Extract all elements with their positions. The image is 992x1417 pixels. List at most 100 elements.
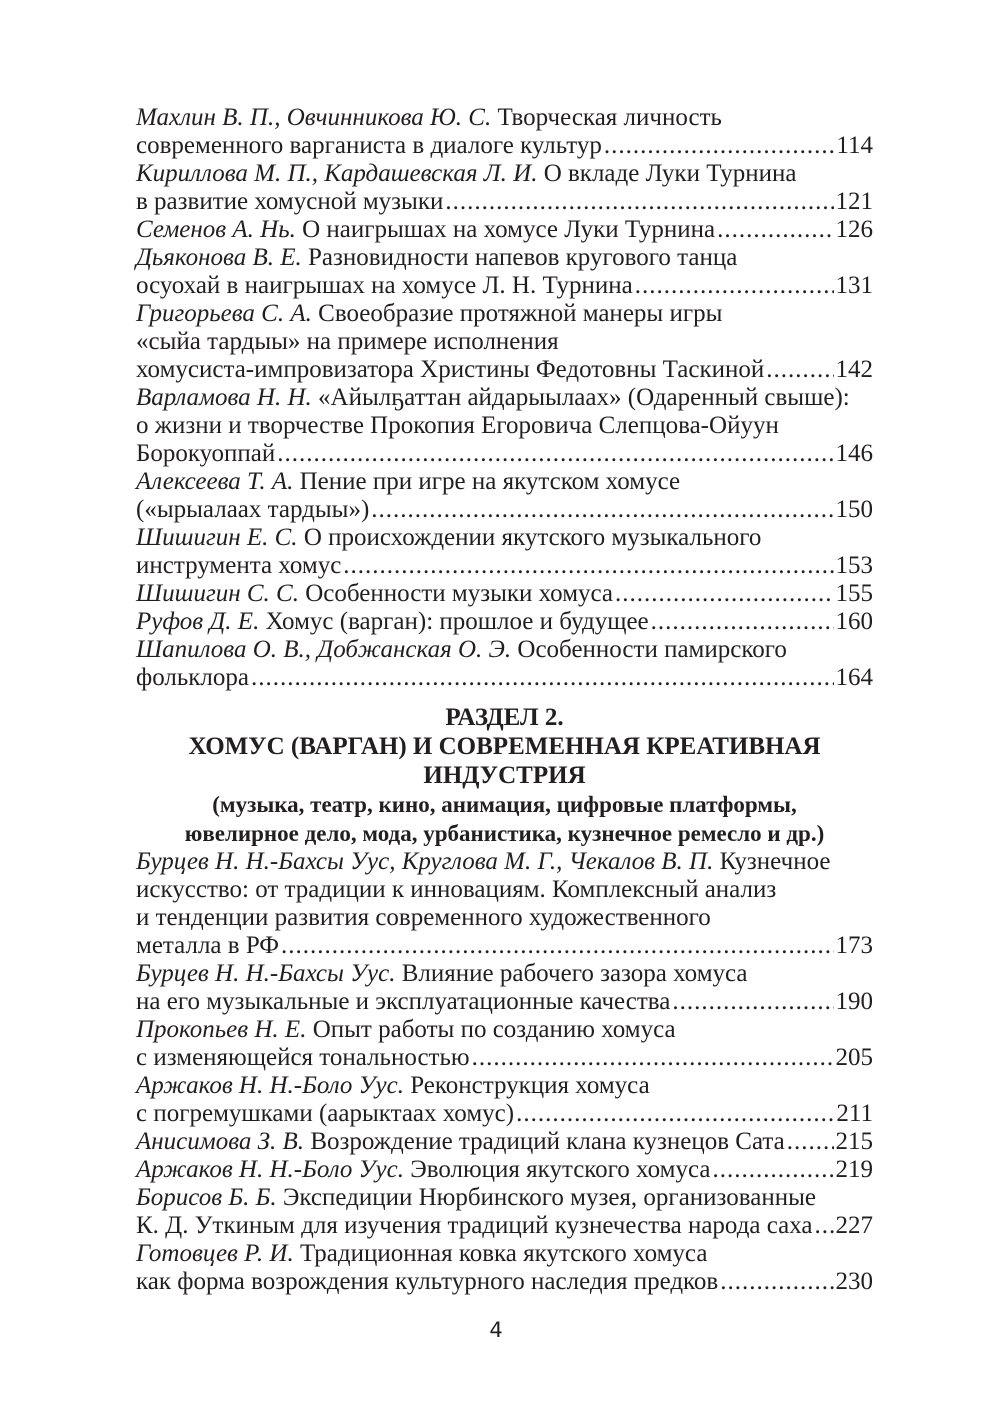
entry-text-line: с погремушками (аарыктаах хомус) bbox=[136, 1100, 514, 1128]
toc-entry-line: Бурцев Н. Н.-Бахсы Уус. Влияние рабочего… bbox=[136, 960, 873, 988]
dot-leader bbox=[766, 356, 833, 384]
entry-text-line: Анисимова З. В. Возрождение традиций кла… bbox=[136, 1128, 785, 1156]
toc-entry-line: Шишигин С. С. Особенности музыки хомуса 1… bbox=[136, 580, 873, 608]
entry-text-line: Аржаков Н. Н.-Боло Уус. Реконструкция хо… bbox=[136, 1072, 650, 1100]
entry-title: Особенности памирского bbox=[517, 636, 787, 663]
entry-text-line: Готовцев Р. И. Традиционная ковка якутск… bbox=[136, 1240, 707, 1268]
dot-leader bbox=[604, 132, 835, 160]
toc-entry[interactable]: Бурцев Н. Н.-Бахсы Уус. Влияние рабочего… bbox=[136, 960, 873, 1016]
toc-entry[interactable]: Бурцев Н. Н.-Бахсы Уус, Круглова М. Г., … bbox=[136, 848, 873, 960]
toc-entry[interactable]: Прокопьев Н. Е. Опыт работы по созданию … bbox=[136, 1016, 873, 1072]
entry-author: Аржаков Н. Н.-Боло Уус. bbox=[136, 1156, 404, 1183]
entry-page-number: 126 bbox=[835, 216, 874, 243]
toc-entry[interactable]: Григорьева С. А. Своеобразие протяжной м… bbox=[136, 300, 873, 384]
entry-title: «сыйа тардыы» на примере исполнения bbox=[136, 328, 559, 355]
toc-entry[interactable]: Руфов Д. Е. Хомус (варган): прошлое и бу… bbox=[136, 608, 873, 636]
dot-leader bbox=[615, 580, 833, 608]
toc-entry[interactable]: Кириллова М. П., Кардашевская Л. И. О вк… bbox=[136, 160, 873, 216]
toc-entry[interactable]: Дьяконова В. Е. Разновидности напевов кр… bbox=[136, 244, 873, 300]
entry-title: с погремушками (аарыктаах хомус) bbox=[136, 1100, 515, 1127]
toc-entry[interactable]: Готовцев Р. И. Традиционная ковка якутск… bbox=[136, 1240, 873, 1296]
entry-text-line: искусство: от традиции к инновациям. Ком… bbox=[136, 876, 776, 904]
toc-part-2: Бурцев Н. Н.-Бахсы Уус, Круглова М. Г., … bbox=[136, 848, 873, 1296]
entry-page-number: 230 bbox=[835, 1268, 874, 1295]
entry-title: Пение при игре на якутском хомусе bbox=[299, 468, 681, 495]
entry-title: с изменяющейся тональностью bbox=[136, 1044, 470, 1071]
toc-entry-line: К. Д. Уткиным для изучения традиций кузн… bbox=[136, 1212, 873, 1240]
toc-entry[interactable]: Аржаков Н. Н.-Боло Уус. Эволюция якутско… bbox=[136, 1156, 873, 1184]
dot-leader bbox=[371, 496, 833, 524]
toc-entry[interactable]: Борисов Б. Б. Экспедиции Нюрбинского муз… bbox=[136, 1184, 873, 1240]
entry-text-line: современного варганиста в диалоге культу… bbox=[136, 132, 602, 160]
entry-text-line: Руфов Д. Е. Хомус (варган): прошлое и бу… bbox=[136, 608, 649, 636]
toc-entry[interactable]: Махлин В. П., Овчинникова Ю. С. Творческ… bbox=[136, 104, 873, 160]
entry-author: Григорьева С. А. bbox=[136, 300, 312, 327]
section-subtitle-line: ювелирное дело, мода, урбанистика, кузне… bbox=[184, 821, 825, 846]
entry-title: Особенности музыки хомуса bbox=[305, 580, 614, 607]
toc-entry[interactable]: Шишигин Е. С. О происхождении якутского … bbox=[136, 524, 873, 580]
entry-author: Шапилова О. В., Добжанская О. Э. bbox=[136, 636, 512, 663]
entry-title: О вкладе Луки Турнина bbox=[543, 160, 797, 187]
toc-entry-line: Руфов Д. Е. Хомус (варган): прошлое и бу… bbox=[136, 608, 873, 636]
entry-text-line: Махлин В. П., Овчинникова Ю. С. Творческ… bbox=[136, 104, 722, 132]
toc-entry[interactable]: Анисимова З. В. Возрождение традиций кла… bbox=[136, 1128, 873, 1156]
entry-text-line: Аржаков Н. Н.-Боло Уус. Эволюция якутско… bbox=[136, 1156, 710, 1184]
entry-author: Шишигин С. С. bbox=[136, 580, 299, 607]
entry-text-line: К. Д. Уткиным для изучения традиций кузн… bbox=[136, 1212, 813, 1240]
toc-entry-line: хомусиста-импровизатора Христины Федотов… bbox=[136, 356, 873, 384]
toc-entry[interactable]: Семенов А. Нь. О наигрышах на хомусе Лук… bbox=[136, 216, 873, 244]
toc-entry[interactable]: Варламова Н. Н. «Айылҕаттан айдарыылаах»… bbox=[136, 384, 873, 468]
toc-entry-line: «сыйа тардыы» на примере исполнения bbox=[136, 328, 873, 356]
dot-leader bbox=[251, 664, 834, 692]
entry-text-line: Борисов Б. Б. Экспедиции Нюрбинского муз… bbox=[136, 1184, 816, 1212]
entry-title: Реконструкция хомуса bbox=[410, 1072, 650, 1099]
entry-page-number: 150 bbox=[835, 496, 874, 523]
toc-entry-line: Шапилова О. В., Добжанская О. Э. Особенн… bbox=[136, 636, 873, 664]
entry-author: Дьяконова В. Е. bbox=[136, 244, 302, 271]
entry-title: искусство: от традиции к инновациям. Ком… bbox=[136, 876, 777, 903]
entry-page-number: 114 bbox=[836, 132, 873, 159]
entry-title: К. Д. Уткиным для изучения традиций кузн… bbox=[136, 1212, 813, 1239]
entry-title: осуохай в наигрышах на хомусе Л. Н. Турн… bbox=[136, 272, 633, 299]
toc-entry-line: Борокуоппай 146 bbox=[136, 440, 873, 468]
toc-entry-line: Варламова Н. Н. «Айылҕаттан айдарыылаах»… bbox=[136, 384, 873, 412]
entry-page-number: 160 bbox=[835, 608, 874, 635]
entry-title: О наигрышах на хомусе Луки Турнина bbox=[302, 216, 716, 243]
entry-page-number: 190 bbox=[835, 988, 874, 1015]
toc-entry-line: инструмента хомус 153 bbox=[136, 552, 873, 580]
entry-author: Бурцев Н. Н.-Бахсы Уус. bbox=[136, 960, 396, 987]
dot-leader bbox=[343, 552, 833, 580]
toc-entry[interactable]: Шапилова О. В., Добжанская О. Э. Особенн… bbox=[136, 636, 873, 692]
toc-entry[interactable]: Аржаков Н. Н.-Боло Уус. Реконструкция хо… bbox=[136, 1072, 873, 1128]
entry-text-line: Кириллова М. П., Кардашевская Л. И. О вк… bbox=[136, 160, 796, 188]
entry-text-line: осуохай в наигрышах на хомусе Л. Н. Турн… bbox=[136, 272, 633, 300]
entry-title: Кузнечное bbox=[719, 848, 831, 875]
entry-title: О происхождении якутского музыкального bbox=[303, 524, 762, 551]
entry-text-line: Шишигин Е. С. О происхождении якутского … bbox=[136, 524, 761, 552]
entry-text-line: Дьяконова В. Е. Разновидности напевов кр… bbox=[136, 244, 737, 272]
entry-text-line: с изменяющейся тональностью bbox=[136, 1044, 470, 1072]
toc-entry-line: Кириллова М. П., Кардашевская Л. И. О вк… bbox=[136, 160, 873, 188]
entry-title: на его музыкальные и эксплуатационные ка… bbox=[136, 988, 671, 1015]
entry-text-line: Бурцев Н. Н.-Бахсы Уус. Влияние рабочего… bbox=[136, 960, 748, 988]
entry-page-number: 227 bbox=[835, 1212, 874, 1239]
entry-author: Кириллова М. П., Кардашевская Л. И. bbox=[136, 160, 538, 187]
entry-title: Своеобразие протяжной манеры игры bbox=[318, 300, 723, 327]
entry-title: и тенденции развития современного художе… bbox=[136, 904, 711, 931]
toc-entry[interactable]: Шишигин С. С. Особенности музыки хомуса 1… bbox=[136, 580, 873, 608]
entry-text-line: Григорьева С. А. Своеобразие протяжной м… bbox=[136, 300, 722, 328]
toc-entry-line: («ырыалаах тардыы») 150 bbox=[136, 496, 873, 524]
toc-entry-line: о жизни и творчестве Прокопия Егоровича … bbox=[136, 412, 873, 440]
entry-title: фольклора bbox=[136, 664, 249, 691]
toc-entry[interactable]: Алексеева Т. А. Пение при игре на якутск… bbox=[136, 468, 873, 524]
entry-title: Творческая личность bbox=[497, 104, 722, 131]
toc-entry-line: в развитие хомусной музыки 121 bbox=[136, 188, 873, 216]
entry-page-number: 164 bbox=[835, 664, 874, 691]
entry-text-line: («ырыалаах тардыы») bbox=[136, 496, 369, 524]
toc-entry-line: Григорьева С. А. Своеобразие протяжной м… bbox=[136, 300, 873, 328]
entry-page-number: 131 bbox=[835, 272, 874, 299]
entry-text-line: Шишигин С. С. Особенности музыки хомуса bbox=[136, 580, 613, 608]
entry-title: «Айылҕаттан айдарыылаах» (Одаренный свыш… bbox=[318, 384, 850, 411]
toc-entry-line: Шишигин Е. С. О происхождении якутского … bbox=[136, 524, 873, 552]
entry-title: Борокуоппай bbox=[136, 440, 276, 467]
